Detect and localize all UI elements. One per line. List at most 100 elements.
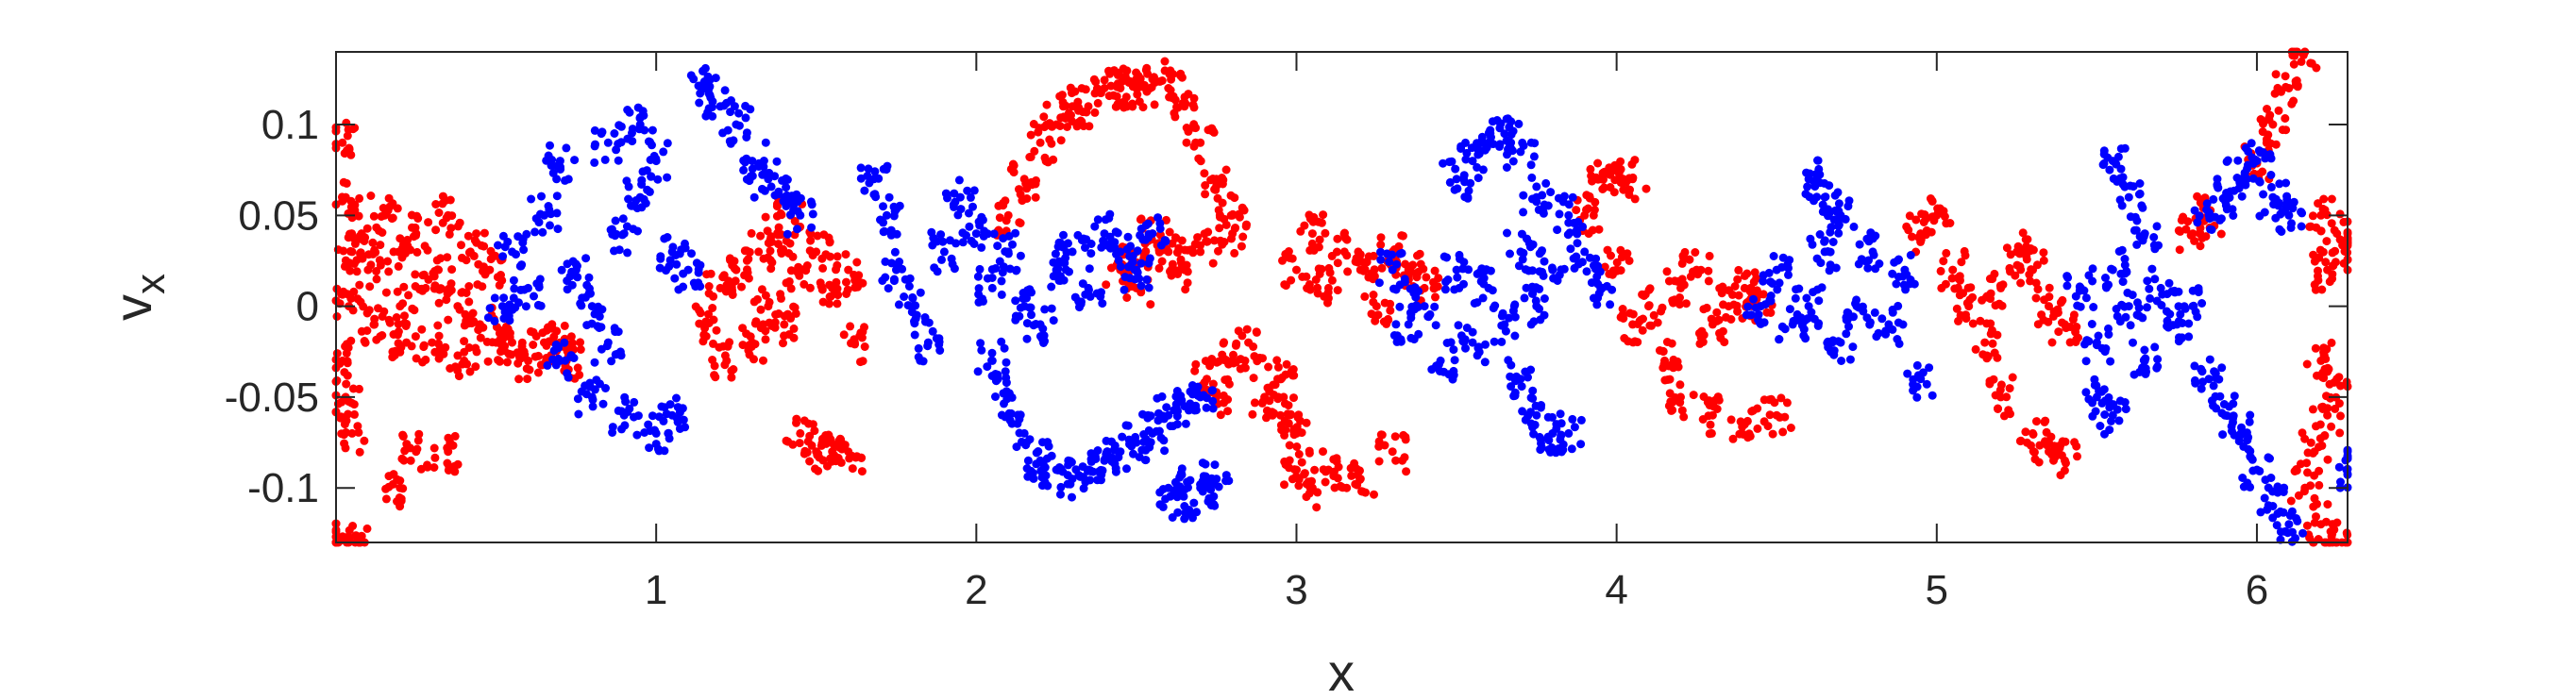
point-s0-96-j9	[1390, 432, 1400, 442]
point-s0-8-j4	[366, 260, 376, 270]
point-s0-138-j6	[2317, 285, 2327, 294]
point-s1-112-j5	[2132, 240, 2142, 249]
point-s0-125-j6	[2058, 295, 2067, 305]
point-s1-124-j2	[2247, 453, 2255, 462]
point-s1-92-j8	[1820, 236, 1829, 245]
point-s0-92-j11	[1297, 458, 1306, 467]
point-s1-87-j12	[1570, 423, 1579, 432]
point-s0-11-j0	[383, 257, 393, 266]
point-s0-144-j1	[2323, 455, 2332, 464]
point-s0-89-j10	[1397, 231, 1406, 241]
point-s1-124-j11	[2265, 454, 2274, 463]
point-s0-45-j7	[784, 276, 794, 286]
point-s1-100-j5	[1820, 178, 1829, 188]
point-s1-92-j6	[1806, 234, 1815, 243]
point-s0-41-j13	[757, 285, 766, 294]
point-s0-123-j9	[2002, 243, 2012, 253]
point-s1-122-j6	[2218, 430, 2228, 440]
point-s0-120-j8	[1955, 291, 1964, 300]
point-s1-34-j9	[977, 242, 986, 252]
point-s1-88-j13	[1743, 302, 1753, 311]
point-s0-144-j9	[2317, 441, 2327, 450]
point-s1-88-j10	[1754, 315, 1762, 325]
point-s1-105-j13	[2112, 305, 2121, 313]
point-s1-35-j8	[983, 274, 992, 283]
point-s0-4-j9	[343, 340, 351, 349]
point-s0-52-j13	[824, 430, 833, 440]
point-s0-108-j0	[1705, 251, 1714, 260]
point-s1-12-j8	[560, 338, 569, 347]
point-s1-51-j13	[1056, 490, 1065, 499]
point-s0-14-j12	[412, 247, 422, 257]
point-s0-110-j9	[1727, 290, 1737, 299]
point-s1-77-j0	[1592, 300, 1602, 309]
point-s0-23-j1	[474, 259, 483, 269]
point-s1-98-j0	[1912, 360, 1922, 370]
point-s1-5-j10	[563, 285, 572, 294]
point-s1-28-j11	[892, 205, 901, 214]
point-s0-110-j11	[1732, 301, 1742, 310]
point-s0-25-j10	[396, 476, 405, 485]
point-s0-110-j13	[1712, 316, 1722, 325]
point-s1-114-j4	[2107, 416, 2115, 425]
point-s1-78-j6	[1451, 164, 1460, 174]
point-s1-93-j9	[1837, 357, 1846, 365]
point-s1-13-j12	[585, 378, 595, 388]
point-s0-57-j10	[1048, 122, 1056, 131]
point-s0-126-j10	[2047, 338, 2057, 347]
point-s0-55-j9	[1031, 192, 1040, 202]
point-s0-31-j0	[560, 321, 569, 330]
point-s1-29-j13	[889, 275, 899, 284]
point-s0-87-j9	[1359, 266, 1369, 275]
point-s0-138-j13	[2321, 258, 2331, 267]
point-s1-115-j7	[2216, 214, 2226, 224]
point-s1-62-j9	[1184, 483, 1192, 492]
point-s0-129-j11	[2035, 441, 2045, 450]
point-s1-19-j7	[640, 125, 649, 135]
point-s0-139-j10	[2318, 247, 2328, 257]
point-s0-119-j12	[1936, 266, 1945, 275]
point-s0-138-j12	[2315, 253, 2324, 262]
point-s1-115-j8	[2205, 214, 2214, 224]
point-s0-20-j5	[458, 359, 467, 369]
point-s1-36-j13	[993, 242, 1002, 251]
point-s1-59-j10	[1202, 403, 1211, 412]
point-s1-54-j4	[1122, 464, 1131, 474]
point-s1-55-j13	[1127, 439, 1136, 448]
point-s0-20-j2	[465, 367, 475, 376]
point-s0-1-j4	[355, 193, 364, 203]
point-s0-49-j8	[839, 330, 849, 340]
point-s0-19-j3	[442, 295, 451, 305]
point-s0-7-j5	[369, 211, 379, 221]
point-s0-61-j13	[1112, 102, 1121, 111]
point-s0-74-j9	[1166, 267, 1174, 276]
point-s0-10-j12	[380, 210, 390, 220]
point-s1-5-j12	[557, 265, 566, 275]
point-s0-101-j11	[1619, 185, 1628, 194]
point-s0-99-j1	[1594, 225, 1604, 234]
point-s1-16-j11	[664, 428, 673, 438]
point-s0-38-j13	[730, 257, 739, 266]
point-s1-83-j8	[1527, 173, 1537, 182]
point-s1-81-j8	[1505, 123, 1514, 132]
point-s1-15-j11	[646, 426, 655, 436]
point-s0-78-j6	[1216, 410, 1225, 420]
point-s1-1-j8	[494, 241, 502, 250]
point-s1-86-j8	[1537, 442, 1546, 452]
point-s1-72-j11	[1519, 248, 1528, 258]
point-s1-53-j9	[1097, 475, 1105, 485]
point-s1-30-j0	[904, 282, 914, 291]
point-s0-117-j11	[1916, 237, 1926, 246]
point-s1-0-j5	[490, 293, 499, 303]
point-s1-97-j12	[1902, 270, 1911, 279]
point-s0-127-j6	[2005, 384, 2014, 393]
point-s0-126-j11	[2062, 324, 2071, 333]
point-s1-51-j6	[1063, 479, 1072, 489]
point-s0-84-j1	[1321, 228, 1330, 238]
point-s1-90-j12	[1777, 322, 1787, 331]
point-s1-31-j7	[924, 318, 934, 327]
point-s1-2-j11	[534, 280, 544, 290]
point-s0-10-j11	[379, 204, 388, 212]
point-s0-146-j12	[2305, 533, 2315, 542]
